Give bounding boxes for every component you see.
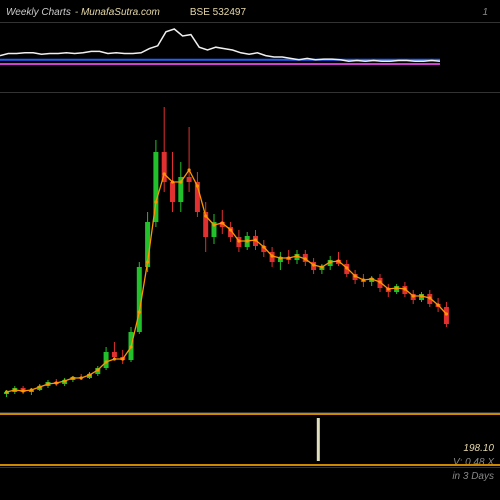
volume-panel[interactable] <box>0 412 500 467</box>
chart-header: Weekly Charts - MunafaSutra.com BSE 5324… <box>6 4 494 20</box>
price-svg <box>0 92 500 412</box>
volume-svg <box>0 412 500 467</box>
chart-symbol: BSE 532497 <box>190 7 246 18</box>
separator <box>0 467 500 468</box>
chart-site: - MunafaSutra.com <box>75 7 160 18</box>
days-info: in 3 Days <box>452 470 494 484</box>
indicator-panel[interactable] <box>0 22 500 92</box>
chart-page: 1 <box>482 7 488 18</box>
indicator-svg <box>0 22 500 92</box>
chart-container: { "header": { "title": "Weekly Charts", … <box>0 0 500 500</box>
chart-title: Weekly Charts <box>6 7 71 18</box>
price-panel[interactable]: 198.10 V: 0.48 X in 3 Days <box>0 92 500 412</box>
